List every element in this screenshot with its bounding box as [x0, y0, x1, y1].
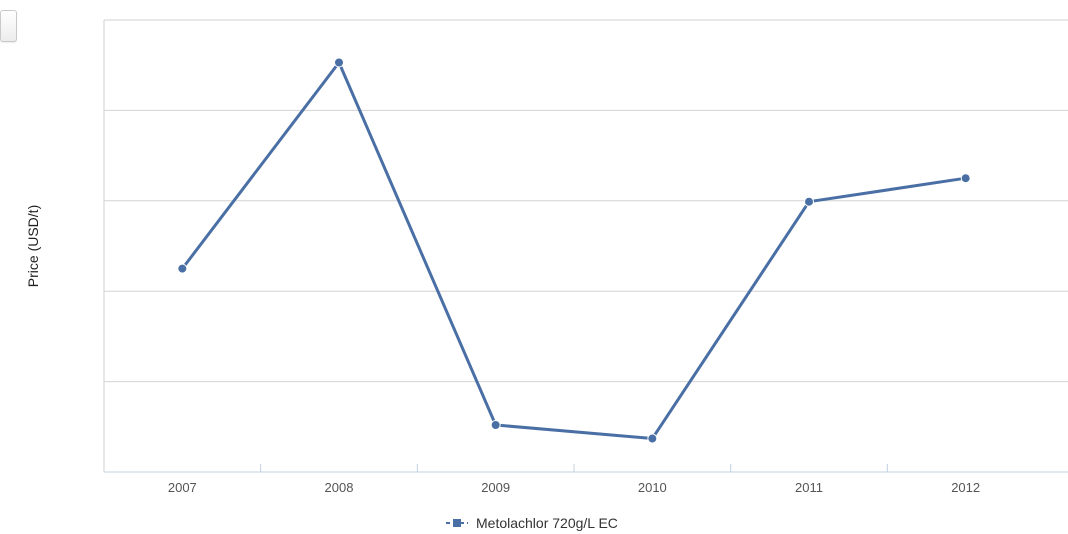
data-point: [177, 263, 188, 274]
data-point: [960, 173, 971, 184]
grid-lines: [103, 19, 1068, 472]
legend-marker-symbol: [453, 519, 461, 527]
legend[interactable]: Metolachlor 720g/L EC: [446, 515, 618, 531]
series-metolachlor: [177, 57, 971, 444]
x-axis: 2007 2008 2009 2010 2011 2012: [104, 464, 1068, 495]
x-tick-label: 2010: [638, 480, 667, 495]
x-tick-label: 2012: [951, 480, 980, 495]
data-point: [804, 196, 814, 207]
x-tick-label: 2007: [168, 480, 197, 495]
x-tick-label: 2008: [325, 480, 354, 495]
series-line: [181, 60, 966, 441]
y-axis-title: Price (USD/t): [25, 205, 41, 287]
scroll-handle[interactable]: [0, 10, 17, 42]
data-point: [647, 433, 658, 444]
legend-label: Metolachlor 720g/L EC: [476, 515, 618, 531]
data-point: [334, 57, 344, 68]
x-tick-label: 2011: [795, 480, 823, 495]
data-point: [490, 419, 501, 430]
x-tick-label: 2009: [481, 480, 510, 495]
